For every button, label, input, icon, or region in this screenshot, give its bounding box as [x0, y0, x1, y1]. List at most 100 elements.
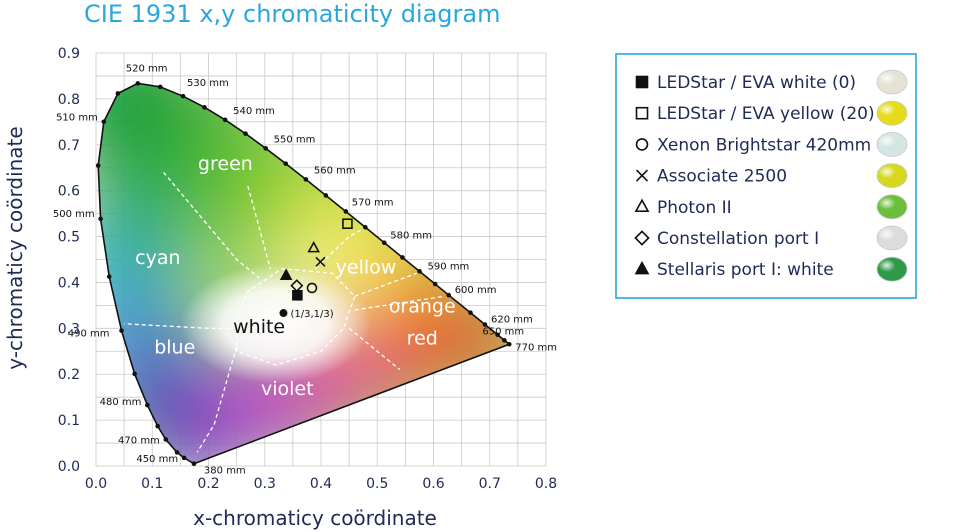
locus-dot [155, 423, 160, 429]
locus-dot [381, 240, 387, 246]
y-tick-label: 0.7 [58, 138, 80, 154]
locus-dot [132, 371, 137, 377]
y-tick-label: 0.3 [58, 321, 80, 337]
y-tick-label: 0.2 [58, 367, 80, 383]
x-tick-label: 0.8 [535, 476, 557, 492]
legend-item-stellaris-port-i-white: Stellaris port I: white [634, 256, 908, 282]
locus-dot [482, 322, 488, 327]
white-point-marker [279, 309, 288, 318]
data-point-photon-ii [307, 240, 320, 253]
region-boundaries [124, 171, 445, 453]
data-point-ledstar-eva-white-0 [292, 289, 303, 301]
locus-dot [417, 269, 422, 274]
wavelength-label-600-mm: 600 mm [455, 285, 497, 296]
locus-dot [106, 274, 112, 279]
data-point-xenon-brightstar-420mm [306, 282, 318, 294]
wavelength-markers [95, 81, 512, 467]
x-tick-label: 0.3 [254, 476, 276, 492]
y-tick-label: 0.0 [58, 459, 80, 475]
locus-dot [181, 455, 187, 461]
locus-dot [495, 332, 500, 338]
locus-dot [506, 341, 512, 347]
region-label-red: red [407, 327, 438, 349]
wavelength-label-650-mm: 650 mm [482, 326, 524, 337]
locus-dot [432, 281, 438, 287]
locus-dot [222, 117, 228, 123]
legend-label: LEDStar / EVA white (0) [657, 73, 856, 93]
data-point-stellaris-port-i-white [279, 268, 293, 280]
legend-swatch-highlight [876, 133, 900, 152]
legend-item-photon-ii: Photon II [634, 194, 908, 220]
region-labels: green cyan yellow orange white blue red violet [135, 153, 456, 400]
locus-dot [343, 209, 349, 214]
wavelength-label-570-mm: 570 mm [352, 197, 394, 208]
region-boundary-line [235, 268, 356, 366]
y-axis-title: y-chromaticy coördinate [3, 126, 27, 369]
region-label-white: white [233, 316, 285, 338]
region-label-violet: violet [261, 378, 314, 400]
wavelength-label-450-mm: 450 mm [136, 454, 178, 465]
chart-title: CIE 1931 x,y chromaticity diagram [84, 0, 501, 28]
y-tick-label: 0.6 [58, 184, 80, 200]
legend-item-xenon-brightstar-420mm: Xenon Brightstar 420mm [635, 131, 908, 157]
wavelength-label-530-mm: 530 mm [187, 78, 229, 89]
legend-swatch-highlight [876, 102, 900, 121]
region-label-cyan: cyan [135, 247, 180, 269]
legend-item-ledstar-eva-yellow-20: LEDStar / EVA yellow (20) [635, 100, 908, 126]
locus-dot [468, 310, 473, 316]
region-boundary-line [124, 323, 237, 329]
locus-dot [157, 84, 163, 90]
locus-dot [363, 224, 368, 230]
region-boundary-line [354, 295, 445, 311]
spectral-locus-outline [97, 82, 511, 465]
locus-dot [400, 255, 405, 260]
legend-label: LEDStar / EVA yellow (20) [657, 104, 875, 124]
wavelength-label-550-mm: 550 mm [274, 134, 316, 145]
legend-swatch-highlight [876, 258, 900, 277]
legend-label: Associate 2500 [657, 167, 787, 187]
y-tick-labels: 0.0 0.1 0.2 0.3 0.4 0.5 0.6 0.7 0.8 0.9 [58, 46, 80, 475]
locus-dot [119, 328, 124, 333]
locus-dot [202, 105, 207, 110]
locus-dot [98, 216, 103, 222]
locus-dot [180, 93, 186, 99]
legend-label: Photon II [657, 198, 732, 218]
locus-dot [135, 81, 141, 86]
wavelength-label-490-mm: 490 mm [68, 329, 110, 340]
region-boundary-line [354, 272, 417, 297]
white-point-label: (1/3,1/3) [290, 309, 333, 320]
region-boundary-line [348, 327, 401, 371]
x-tick-label: 0.6 [422, 476, 444, 492]
wavelength-label-480-mm: 480 mm [100, 397, 142, 408]
locus-dot [101, 119, 107, 125]
data-point-ledstar-eva-yellow-20 [342, 218, 353, 230]
locus-dot [502, 337, 507, 343]
y-tick-label: 0.4 [58, 275, 80, 291]
wavelength-label-510-mm: 510 mm [56, 113, 98, 124]
region-label-yellow: yellow [336, 256, 397, 278]
locus-dot [163, 437, 169, 442]
legend-label: Constellation port I [657, 229, 819, 249]
legend-item-associate-2500: Associate 2500 [635, 163, 908, 189]
legend-label: Stellaris port I: white [657, 260, 834, 280]
wavelength-label-500-mm: 500 mm [53, 209, 95, 220]
locus-dot [283, 161, 289, 166]
region-label-orange: orange [389, 295, 456, 317]
wavelength-label-520-mm: 520 mm [126, 63, 168, 74]
locus-dot [115, 91, 121, 96]
locus-dot [323, 193, 329, 198]
legend-swatch-highlight [876, 164, 900, 183]
wavelength-label-580-mm: 580 mm [390, 231, 432, 242]
x-tick-label: 0.1 [141, 476, 163, 492]
locus-dot [303, 177, 309, 182]
legend: LEDStar / EVA white (0) LEDStar / EVA yel… [634, 69, 908, 282]
wavelength-labels: 380 mm 450 mm 470 mm 480 mm 490 mm 500 mm 510 … [53, 63, 557, 476]
legend-item-ledstar-eva-white-0: LEDStar / EVA white (0) [635, 69, 908, 95]
data-point-constellation-port-i [290, 279, 304, 293]
x-tick-label: 0.5 [366, 476, 388, 492]
x-tick-label: 0.4 [310, 476, 332, 492]
locus-dot [145, 402, 150, 408]
x-axis-title: x-chromaticy coördinate [193, 506, 437, 530]
legend-swatch-highlight [876, 71, 900, 89]
region-boundary-line [247, 185, 272, 269]
